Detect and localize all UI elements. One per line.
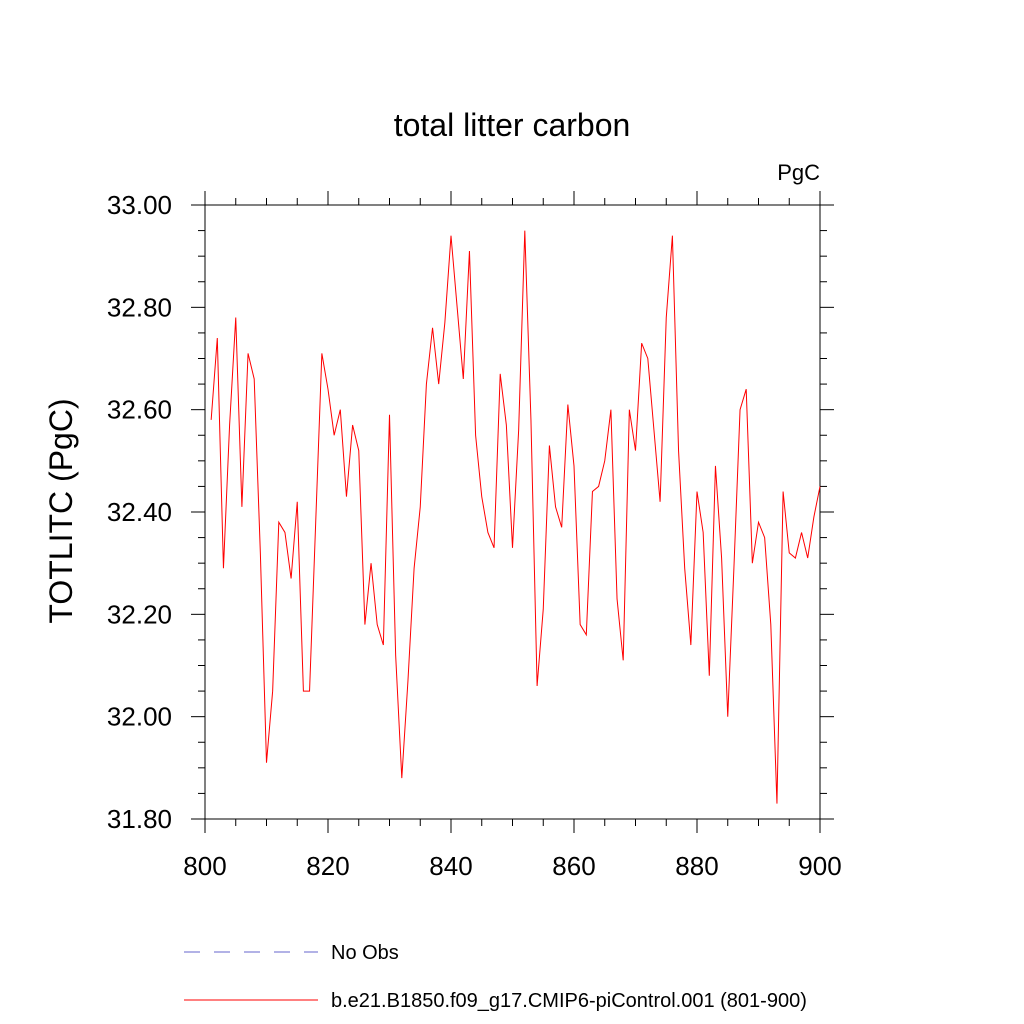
legend: No Obs b.e21.B1850.f09_g17.CMIP6-piContro… xyxy=(184,942,807,1012)
legend-label: b.e21.B1850.f09_g17.CMIP6-piControl.001 … xyxy=(331,990,807,1012)
x-tick-label: 900 xyxy=(798,851,841,881)
series-line xyxy=(210,230,821,804)
y-axis-label: TOTLITC (PgC) xyxy=(43,398,79,623)
legend-label: No Obs xyxy=(331,942,399,964)
y-tick-label: 32.20 xyxy=(107,599,172,629)
x-tick-label: 880 xyxy=(675,851,718,881)
x-tick-label: 820 xyxy=(306,851,349,881)
y-tick-label: 33.00 xyxy=(107,190,172,220)
y-tick-label: 32.00 xyxy=(107,702,172,732)
y-tick-label: 32.80 xyxy=(107,292,172,322)
x-tick-label: 860 xyxy=(552,851,595,881)
plot-area: 800 820 840 860 880 900 31.80 32.00 32.20 32.40 32… xyxy=(107,190,842,881)
y-tick-label: 32.60 xyxy=(107,395,172,425)
y-tick-label: 32.40 xyxy=(107,497,172,527)
x-tick-label: 800 xyxy=(183,851,226,881)
chart-title: total litter carbon xyxy=(394,107,631,143)
y-tick-label: 31.80 xyxy=(107,804,172,834)
units-label: PgC xyxy=(777,160,820,185)
x-tick-label: 840 xyxy=(429,851,472,881)
